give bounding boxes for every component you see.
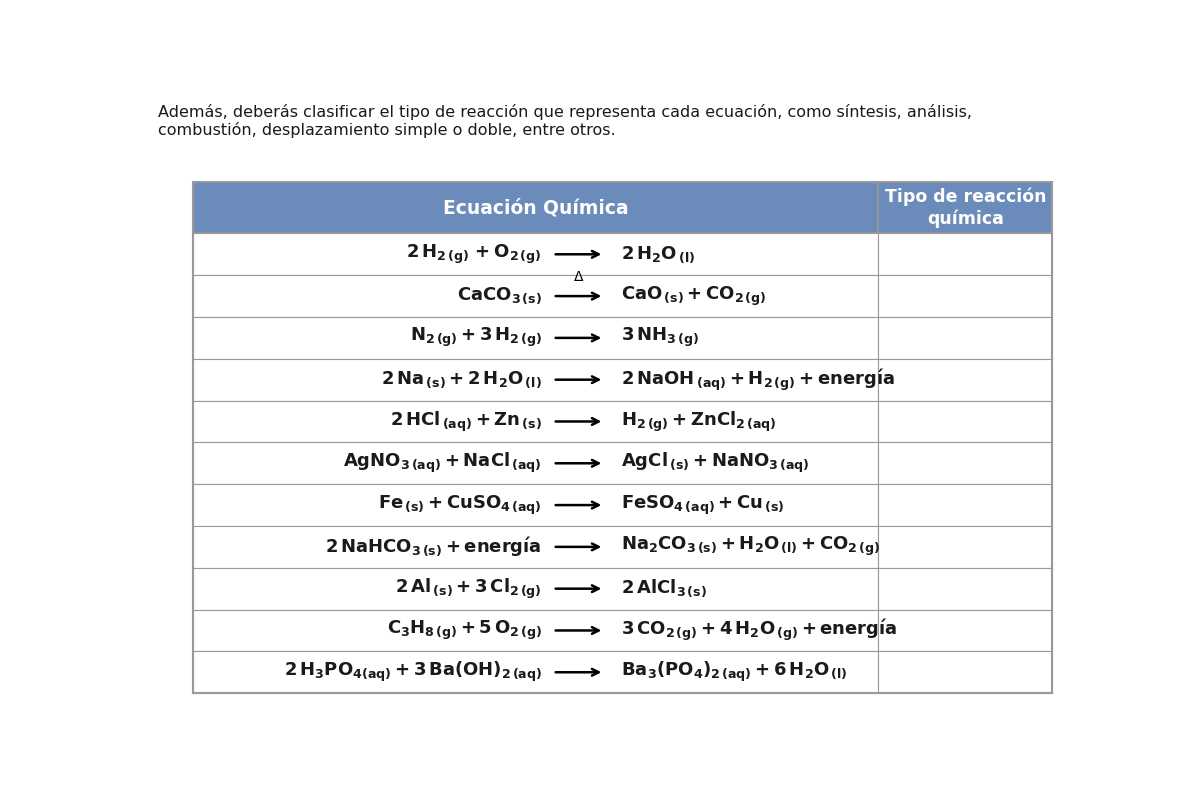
Text: $\mathbf{2\,Na_{\,(s)}+2\,H_2O_{\,(l)}}$: $\mathbf{2\,Na_{\,(s)}+2\,H_2O_{\,(l)}}$ — [381, 369, 541, 390]
Text: $\mathbf{Fe_{\,(s)}+CuSO_{4\,(aq)}}$: $\mathbf{Fe_{\,(s)}+CuSO_{4\,(aq)}}$ — [378, 493, 541, 517]
Bar — [193, 183, 879, 234]
Bar — [193, 401, 879, 442]
Bar — [879, 183, 1053, 234]
Bar — [193, 183, 1053, 693]
Text: $\mathbf{3\,NH_{3\,(g)}}$: $\mathbf{3\,NH_{3\,(g)}}$ — [621, 327, 699, 349]
Text: $\mathbf{C_3H_{8\,(g)}+5\,O_{2\,(g)}}$: $\mathbf{C_3H_{8\,(g)}+5\,O_{2\,(g)}}$ — [386, 619, 541, 642]
Bar — [193, 652, 879, 693]
Text: $\mathbf{2\,HCl_{\,(aq)}+Zn_{\,(s)}}$: $\mathbf{2\,HCl_{\,(aq)}+Zn_{\,(s)}}$ — [390, 409, 541, 434]
Bar — [193, 610, 879, 652]
Text: $\mathbf{2\,H_2O_{\,(l)}}$: $\mathbf{2\,H_2O_{\,(l)}}$ — [621, 244, 695, 264]
Bar — [879, 652, 1053, 693]
Text: $\mathbf{CaCO_{3\,(s)}}$: $\mathbf{CaCO_{3\,(s)}}$ — [457, 286, 541, 306]
Text: Tipo de reacción
química: Tipo de reacción química — [884, 188, 1047, 227]
Bar — [879, 484, 1053, 526]
Text: $\mathbf{2\,AlCl_{3\,(s)}}$: $\mathbf{2\,AlCl_{3\,(s)}}$ — [621, 578, 707, 600]
Text: $\mathbf{AgCl_{\,(s)}+NaNO_{3\,(aq)}}$: $\mathbf{AgCl_{\,(s)}+NaNO_{3\,(aq)}}$ — [621, 451, 809, 475]
Bar — [879, 526, 1053, 567]
Bar — [193, 275, 879, 317]
Text: $\mathbf{2\,H_3PO_{4(aq)}+3\,Ba(OH)_{2\,(aq)}}$: $\mathbf{2\,H_3PO_{4(aq)}+3\,Ba(OH)_{2\,… — [284, 660, 541, 685]
Bar — [193, 567, 879, 610]
Bar — [879, 610, 1053, 652]
Text: $\mathbf{Ba_3(PO_4)_{2\,(aq)}+6\,H_2O_{\,(l)}}$: $\mathbf{Ba_3(PO_4)_{2\,(aq)}+6\,H_2O_{\… — [621, 660, 848, 685]
Bar — [879, 442, 1053, 484]
Text: $\mathbf{2\,Al_{\,(s)}+3\,Cl_{2\,(g)}}$: $\mathbf{2\,Al_{\,(s)}+3\,Cl_{2\,(g)}}$ — [395, 577, 541, 600]
Text: $\mathbf{2\,NaHCO_{3\,(s)}+energ\acute{\imath}a}$: $\mathbf{2\,NaHCO_{3\,(s)}+energ\acute{\… — [325, 535, 541, 559]
Text: $\mathbf{FeSO_{4\,(aq)}+Cu_{\,(s)}}$: $\mathbf{FeSO_{4\,(aq)}+Cu_{\,(s)}}$ — [621, 493, 784, 517]
Bar — [879, 567, 1053, 610]
Bar — [879, 234, 1053, 275]
Text: $\Delta$: $\Delta$ — [573, 271, 584, 284]
Text: $\mathbf{AgNO_{3\,(aq)}+NaCl_{\,(aq)}}$: $\mathbf{AgNO_{3\,(aq)}+NaCl_{\,(aq)}}$ — [343, 451, 541, 475]
Text: Además, deberás clasificar el tipo de reacción que representa cada ecuación, com: Además, deberás clasificar el tipo de re… — [159, 104, 973, 139]
Text: $\mathbf{Na_2CO_{3\,(s)}+H_2O_{\,(l)}+CO_{2\,(g)}}$: $\mathbf{Na_2CO_{3\,(s)}+H_2O_{\,(l)}+CO… — [621, 535, 880, 559]
Bar — [879, 317, 1053, 359]
Text: $\mathbf{2\,H_{2\,(g)}\,+O_{2\,(g)}}$: $\mathbf{2\,H_{2\,(g)}\,+O_{2\,(g)}}$ — [406, 242, 541, 266]
Bar — [193, 317, 879, 359]
Text: $\mathbf{H_{2\,(g)}+ZnCl_{2\,(aq)}}$: $\mathbf{H_{2\,(g)}+ZnCl_{2\,(aq)}}$ — [621, 409, 776, 434]
Bar — [879, 401, 1053, 442]
Bar — [193, 526, 879, 567]
Bar — [879, 275, 1053, 317]
Text: $\mathbf{3\,CO_{2\,(g)}+4\,H_2O_{\,(g)}+energ\acute{\imath}a}$: $\mathbf{3\,CO_{2\,(g)}+4\,H_2O_{\,(g)}+… — [621, 618, 898, 644]
Bar — [879, 359, 1053, 401]
Bar — [193, 442, 879, 484]
Text: $\mathbf{CaO_{\,(s)}+CO_{2\,(g)}}$: $\mathbf{CaO_{\,(s)}+CO_{2\,(g)}}$ — [621, 284, 766, 308]
Text: Ecuación Química: Ecuación Química — [443, 198, 628, 217]
Bar — [193, 359, 879, 401]
Bar — [193, 234, 879, 275]
Bar — [193, 484, 879, 526]
Text: $\mathbf{2\,NaOH_{\,(aq)}+H_{2\,(g)}+energ\acute{\imath}a}$: $\mathbf{2\,NaOH_{\,(aq)}+H_{2\,(g)}+ene… — [621, 367, 895, 393]
Text: $\mathbf{N_{2\,(g)}+3\,H_{2\,(g)}}$: $\mathbf{N_{2\,(g)}+3\,H_{2\,(g)}}$ — [410, 327, 541, 349]
